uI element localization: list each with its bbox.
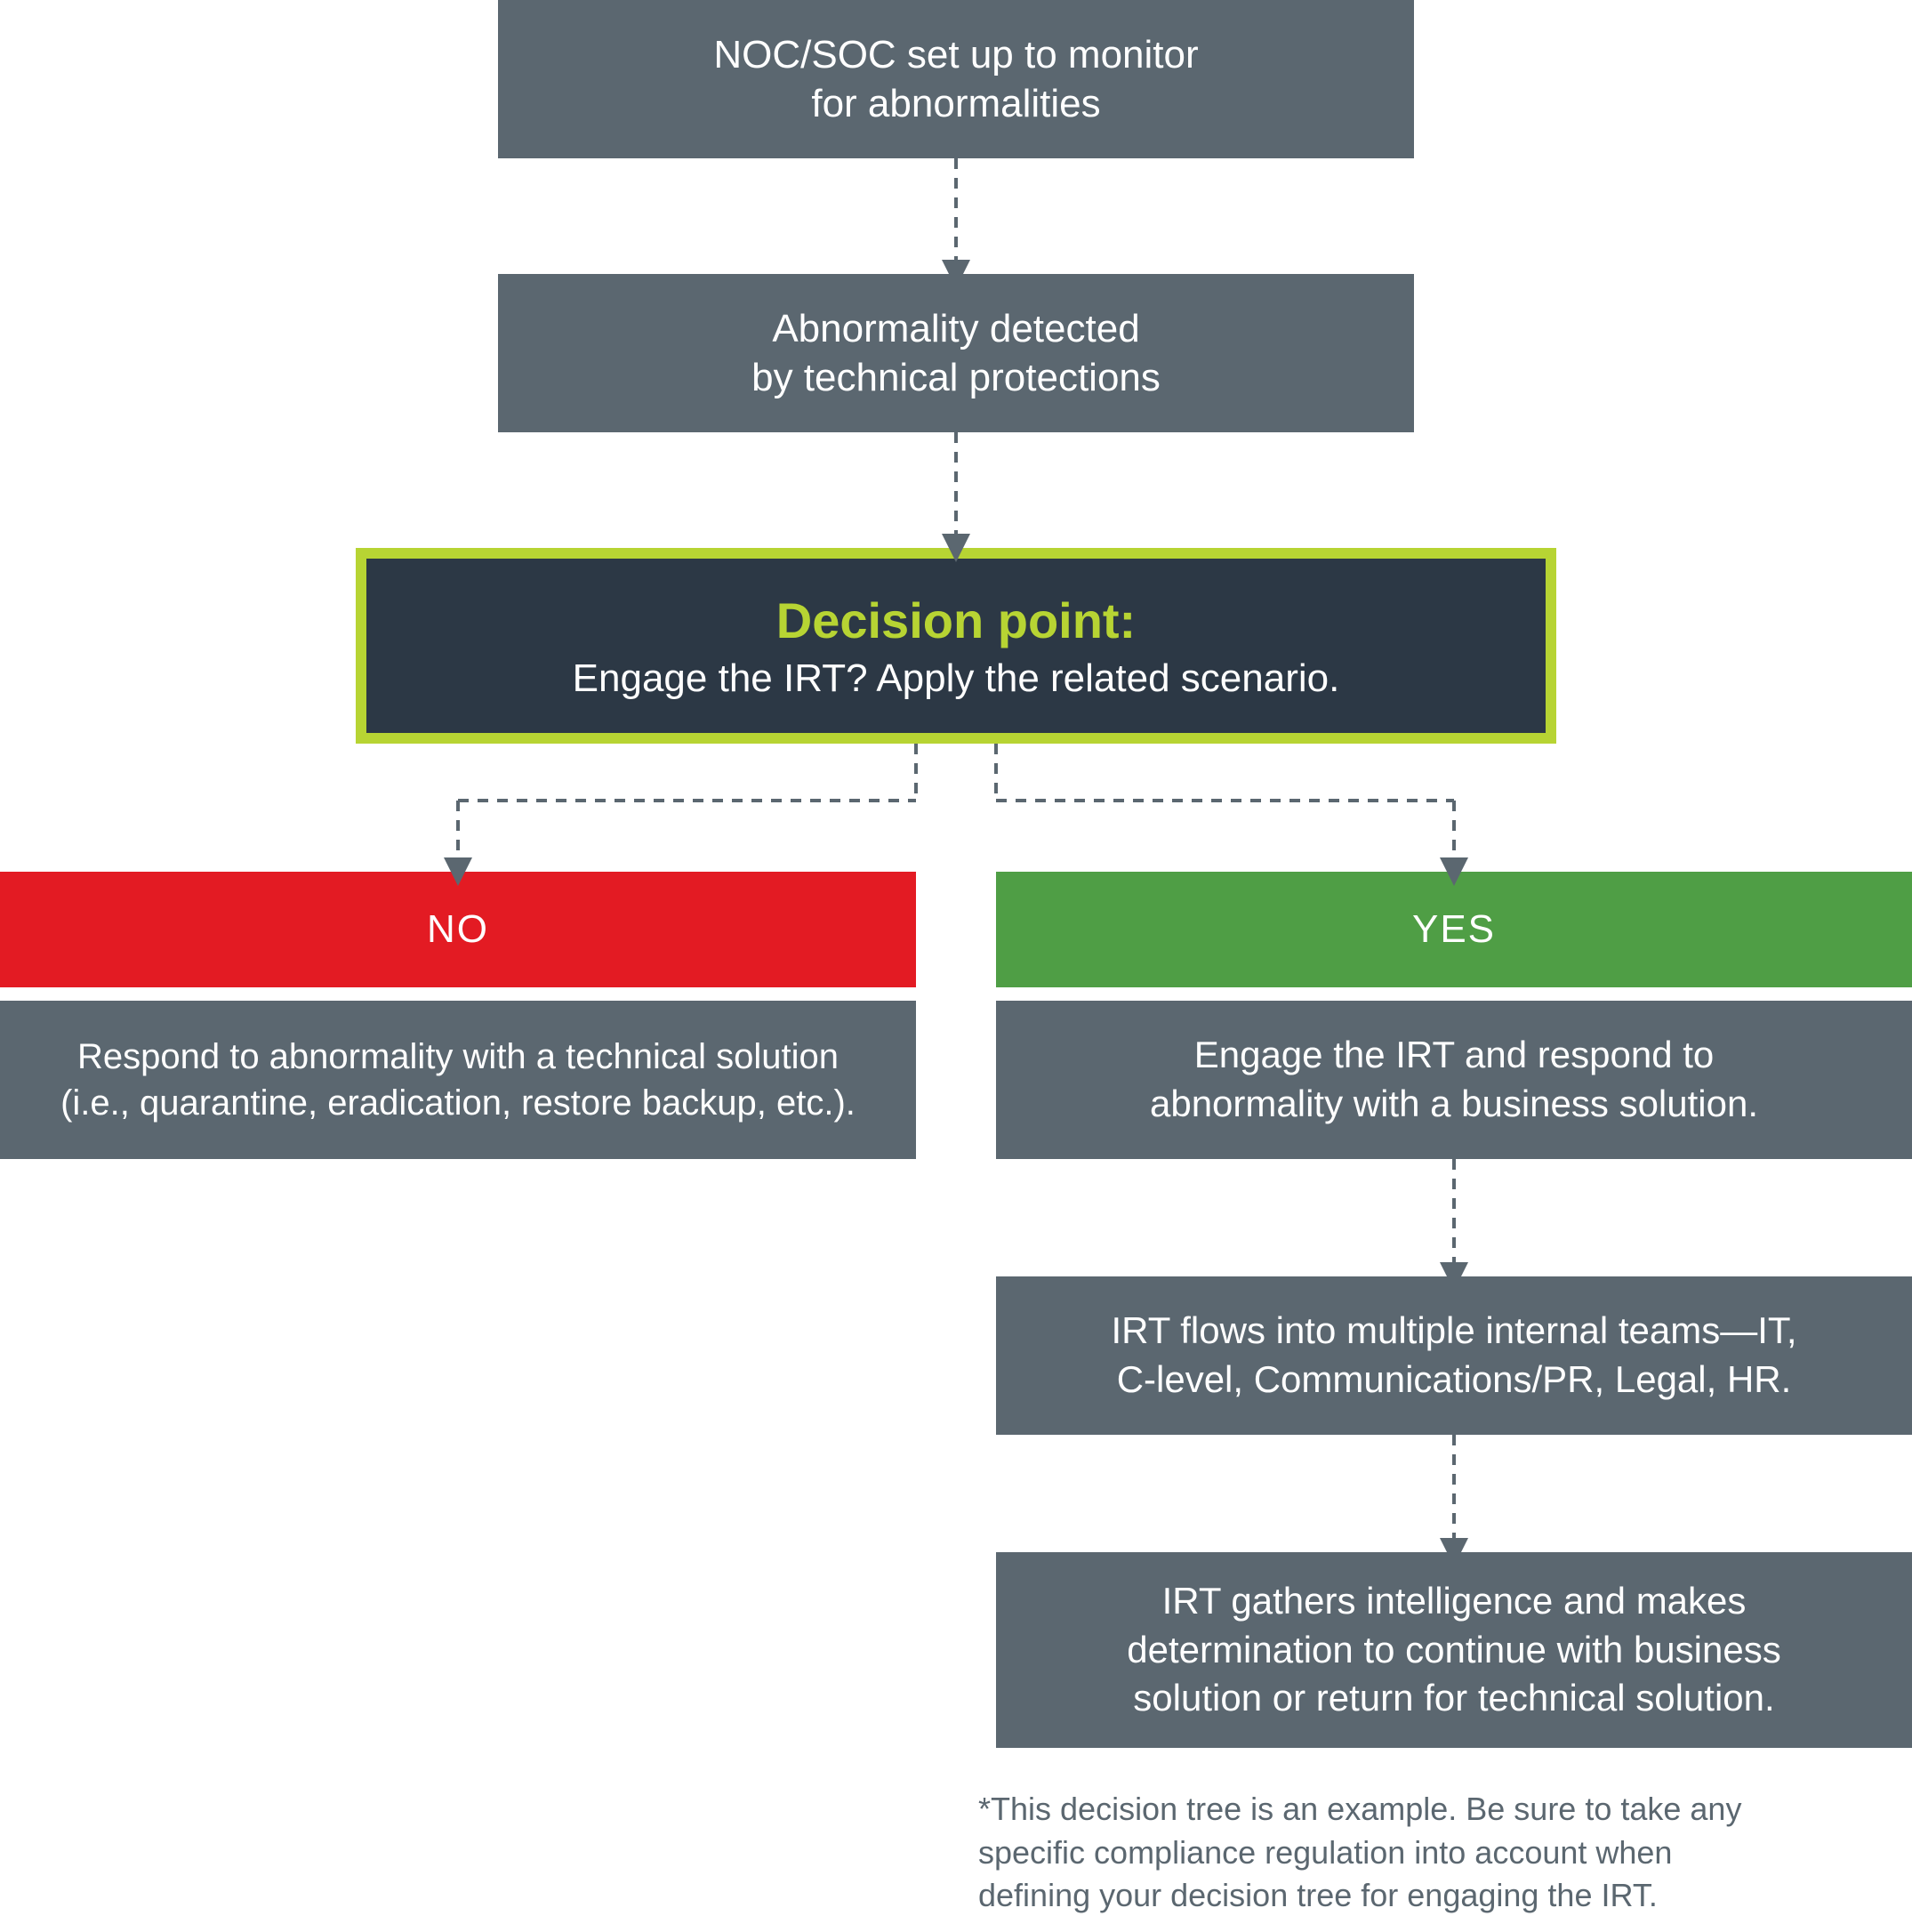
flow-node-yes-header: YES (996, 872, 1912, 987)
flow-node-yes-body: Engage the IRT and respond to abnormalit… (996, 1001, 1912, 1159)
flow-node-noc-soc: NOC/SOC set up to monitor for abnormalit… (498, 0, 1414, 158)
flow-node-irt-teams: IRT flows into multiple internal teams—I… (996, 1276, 1912, 1435)
decision-title: Decision point: (776, 592, 1136, 649)
flow-node-irt-determination: IRT gathers intelligence and makes deter… (996, 1552, 1912, 1748)
flow-node-decision-point: Decision point: Engage the IRT? Apply the… (356, 548, 1556, 744)
decision-subtitle: Engage the IRT? Apply the related scenar… (573, 656, 1340, 701)
flow-node-no-header: NO (0, 872, 916, 987)
footnote-text: *This decision tree is an example. Be su… (978, 1788, 1741, 1918)
flow-node-no-body: Respond to abnormality with a technical … (0, 1001, 916, 1159)
flow-node-abnormality-detected: Abnormality detected by technical protec… (498, 274, 1414, 432)
